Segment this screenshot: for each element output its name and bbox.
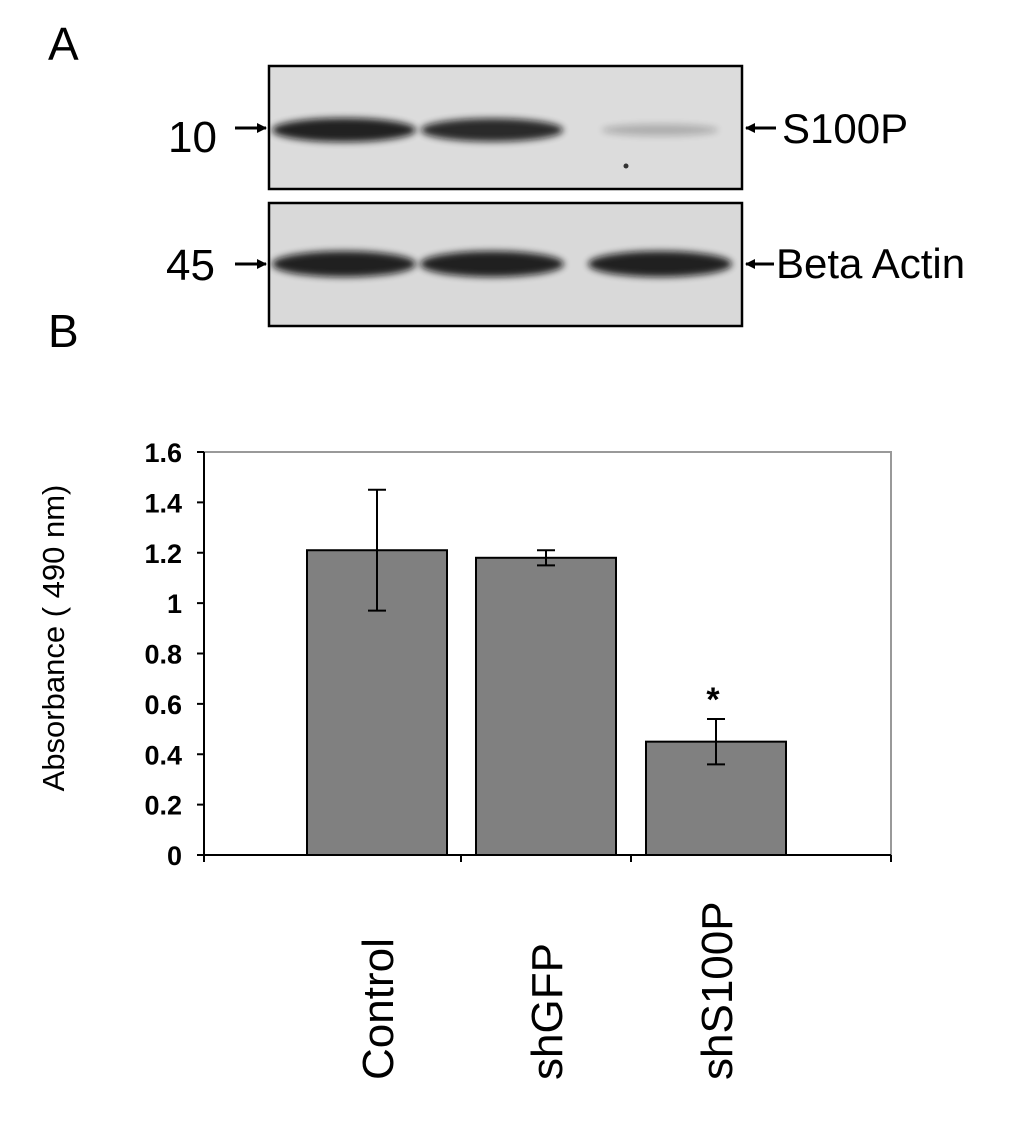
y-tick-label: 1.2: [144, 539, 182, 569]
y-tick-label: 0.2: [144, 791, 182, 821]
bar-chart: * 0 0.2 0.4 0.6 0.8 1 1.2 1.4 1.6 Absorbance ( 4…: [36, 438, 892, 1080]
y-tick-label: 0.4: [144, 740, 182, 770]
bottom-blot-band-3: [588, 251, 732, 277]
error-bar-shs100p: [707, 717, 725, 766]
significance-marker: *: [706, 681, 720, 719]
category-labels: Control shGFP shS100P: [354, 901, 742, 1080]
top-blot: [267, 64, 744, 191]
y-axis: 0 0.2 0.4 0.6 0.8 1 1.2 1.4 1.6: [144, 438, 205, 871]
y-tick-label: 0.8: [144, 640, 182, 670]
bottom-blot-label: Beta Actin: [776, 240, 965, 287]
panel-b-letter: B: [48, 305, 79, 357]
y-axis-label: Absorbance ( 490 nm): [36, 485, 71, 792]
top-blot-mw-label: 10: [168, 113, 217, 162]
category-label-control: Control: [354, 938, 403, 1080]
annotations: *: [706, 681, 720, 719]
bottom-blot-band-2: [420, 251, 564, 277]
bottom-blot-band-1: [272, 251, 416, 277]
bottom-blot: [267, 201, 744, 328]
top-blot-band-2: [420, 118, 564, 142]
error-bar-shgfp: [537, 549, 555, 567]
y-tick-label: 1: [167, 589, 182, 619]
blot-speck: [623, 163, 629, 169]
panel-a-letter: A: [48, 18, 79, 70]
category-label-shgfp: shGFP: [523, 943, 572, 1080]
top-blot-bands: [272, 118, 719, 142]
x-axis: [203, 854, 892, 862]
category-label-shs100p: shS100P: [693, 901, 742, 1080]
top-blot-band-1: [272, 118, 416, 142]
y-tick-label: 0.6: [144, 690, 182, 720]
y-tick-label: 1.4: [144, 488, 182, 518]
bar-shgfp: [475, 556, 617, 856]
bottom-blot-mw-label: 45: [166, 241, 215, 290]
bottom-blot-bands: [272, 251, 732, 277]
top-blot-label: S100P: [782, 105, 908, 152]
top-blot-band-3: [601, 124, 719, 136]
error-bars: [368, 488, 725, 766]
y-tick-label: 0: [167, 841, 182, 871]
error-bar-control: [368, 488, 386, 612]
y-tick-label: 1.6: [144, 438, 182, 468]
